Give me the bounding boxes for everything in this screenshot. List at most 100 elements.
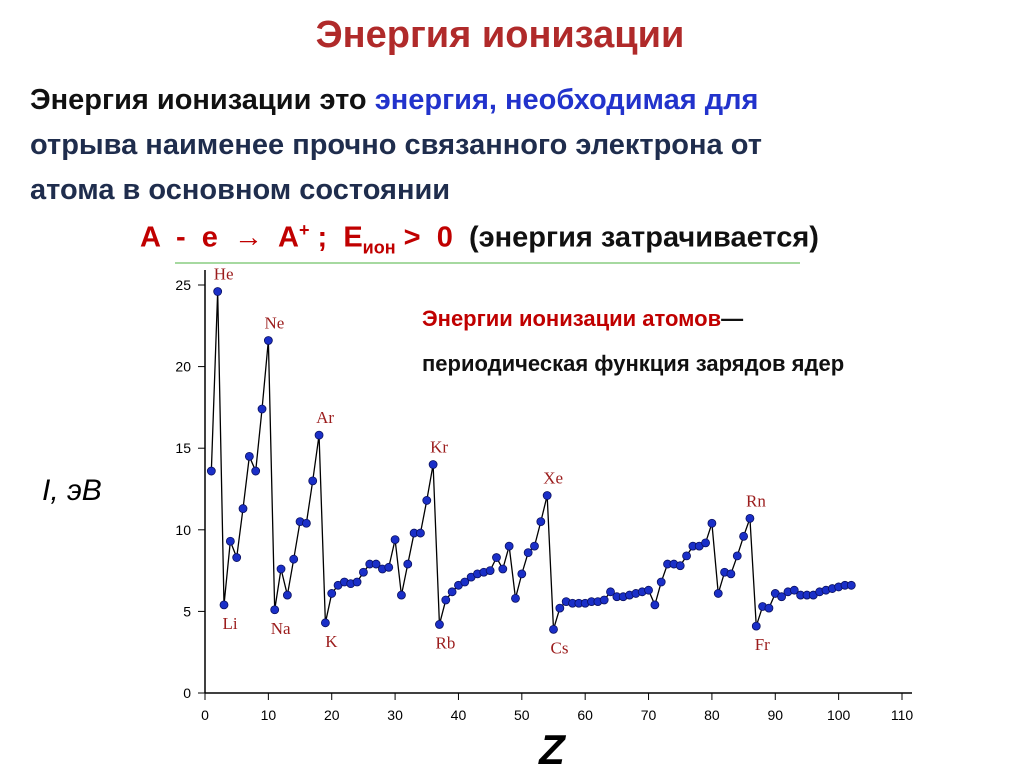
data-point <box>327 589 337 598</box>
note-dash: — <box>721 306 744 331</box>
data-point <box>656 577 666 587</box>
definition-text: отрыва наименее прочно связанного электр… <box>30 129 762 161</box>
y-axis-label: I, эВ <box>42 474 102 507</box>
data-point <box>403 559 413 569</box>
data-point <box>308 476 318 486</box>
data-point <box>359 567 368 577</box>
data-point <box>314 430 324 440</box>
data-point <box>485 566 495 575</box>
data-point <box>270 605 280 615</box>
element-label: Ne <box>264 313 284 332</box>
data-point <box>707 518 717 528</box>
x-tick-label: 20 <box>324 707 340 723</box>
element-label: Fr <box>755 635 770 654</box>
data-point <box>206 466 216 476</box>
eq-part: ; E <box>309 221 363 254</box>
data-point <box>536 517 546 527</box>
data-point <box>352 577 362 587</box>
data-point <box>732 551 742 561</box>
x-tick-label: 80 <box>704 707 720 723</box>
data-point <box>320 618 330 628</box>
x-axis-label: Z <box>538 726 566 767</box>
definition-term: Энергия ионизации это <box>30 84 367 116</box>
data-point <box>599 595 609 605</box>
data-point <box>530 541 539 551</box>
data-point <box>644 585 653 595</box>
data-point <box>555 603 565 613</box>
element-label: K <box>325 632 338 651</box>
data-point <box>263 336 273 345</box>
data-point <box>390 535 400 544</box>
definition-text: атома в основном состоянии <box>30 174 451 206</box>
data-point <box>542 491 552 500</box>
data-point <box>511 593 520 603</box>
x-tick-label: 60 <box>577 707 593 723</box>
data-point <box>232 553 242 562</box>
y-tick-label: 15 <box>175 440 191 456</box>
element-label: Na <box>271 619 291 638</box>
data-point <box>492 553 501 562</box>
data-point <box>701 538 710 548</box>
x-tick-label: 100 <box>827 707 851 723</box>
data-point <box>251 466 261 476</box>
x-tick-label: 50 <box>514 707 530 723</box>
x-tick-label: 30 <box>387 707 403 723</box>
note: Энергии ионизации атомов— периодическая ф… <box>422 296 844 386</box>
eq-sup: + <box>298 220 310 240</box>
data-point <box>416 528 425 538</box>
data-point <box>384 562 394 572</box>
data-point <box>549 624 558 634</box>
element-label: Xe <box>543 469 563 488</box>
y-tick-label: 20 <box>175 359 191 375</box>
data-point <box>301 518 311 528</box>
y-tick-label: 10 <box>175 522 191 538</box>
eq-part: A - e → A <box>140 221 299 254</box>
x-tick-label: 70 <box>641 707 657 723</box>
note-text: периодическая функция зарядов ядер <box>422 351 845 376</box>
y-tick-label: 0 <box>183 685 191 701</box>
data-point <box>257 404 267 414</box>
data-point <box>504 541 514 551</box>
data-point <box>846 580 856 590</box>
data-point <box>213 287 223 296</box>
title: Энергия ионизации <box>315 14 685 56</box>
data-point <box>282 590 292 600</box>
eq-note: (энергия затрачивается) <box>468 221 819 254</box>
element-label: Rn <box>746 491 766 510</box>
definition-text: энергия, необходимая для <box>374 84 759 116</box>
data-point <box>751 621 761 631</box>
x-tick-label: 90 <box>767 707 783 723</box>
data-point <box>422 496 432 505</box>
element-label: Cs <box>551 638 569 657</box>
data-point <box>289 554 299 564</box>
y-tick-label: 5 <box>183 603 191 619</box>
data-point <box>606 587 615 597</box>
y-tick-label: 25 <box>175 277 191 293</box>
data-point <box>789 585 799 595</box>
data-point <box>397 590 406 600</box>
data-point <box>777 592 787 602</box>
data-point <box>764 603 774 613</box>
data-point <box>276 564 286 574</box>
data-point <box>739 531 748 541</box>
data-point <box>675 561 685 571</box>
element-label: Li <box>222 614 237 633</box>
element-label: Rb <box>436 633 456 652</box>
eq-part: > 0 <box>395 221 453 254</box>
data-point <box>244 451 254 461</box>
data-point <box>225 536 235 546</box>
data-point <box>650 600 660 610</box>
element-label: He <box>214 265 234 284</box>
data-point <box>745 513 755 523</box>
data-point <box>523 548 533 558</box>
data-point <box>682 551 691 561</box>
data-point <box>447 587 457 597</box>
data-point <box>726 569 736 579</box>
data-point <box>428 460 438 469</box>
data-point <box>460 577 470 587</box>
element-label: Kr <box>430 438 448 457</box>
data-point <box>219 600 229 610</box>
x-tick-label: 0 <box>201 707 209 723</box>
